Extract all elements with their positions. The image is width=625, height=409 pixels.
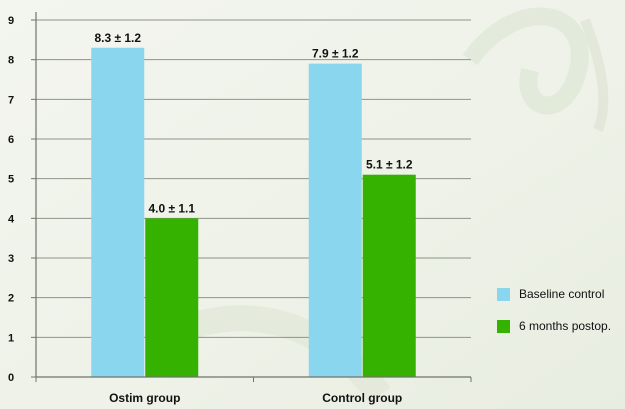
legend-swatch-postop [497,319,510,333]
watermark-stroke [462,7,589,115]
legend-label-postop: 6 months postop. [519,319,612,333]
data-label: 4.0 ± 1.1 [148,201,195,215]
legend-label-baseline: Baseline control [519,287,605,301]
y-tick-label: 1 [8,332,14,344]
y-tick-label: 7 [8,94,14,106]
legend-swatch-baseline [497,287,510,301]
bar-baseline-control [308,63,362,378]
legend-item-postop: 6 months postop. [497,318,611,334]
bar-baseline-ostim [91,47,145,378]
bar-postop-control [362,174,416,377]
data-label: 8.3 ± 1.2 [94,31,141,45]
legend: Baseline control 6 months postop. [497,286,611,350]
y-tick-label: 8 [8,55,14,67]
y-tick-label: 5 [8,174,14,186]
y-tick-label: 2 [8,293,14,305]
y-tick-label: 6 [8,134,14,146]
watermark-stroke [580,18,609,132]
y-tick-label: 3 [8,253,14,265]
y-tick-label: 4 [8,213,15,225]
y-tick-label: 9 [8,15,14,27]
x-category-label: Ostim group [109,391,180,405]
x-category-label: Control group [322,391,402,405]
y-tick-label: 0 [8,372,14,384]
data-label: 5.1 ± 1.2 [366,158,413,172]
bar-postop-ostim [145,218,199,377]
data-label: 7.9 ± 1.2 [312,47,359,61]
legend-item-baseline: Baseline control [497,286,611,302]
